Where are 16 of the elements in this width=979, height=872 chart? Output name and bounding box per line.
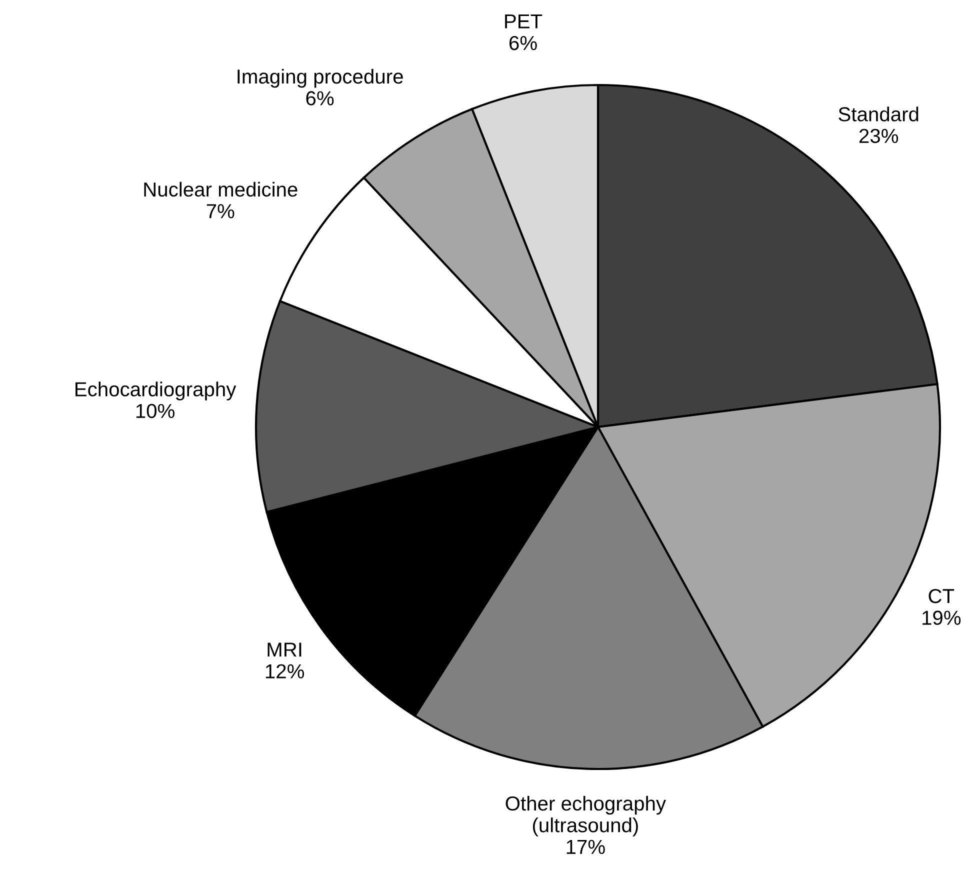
data-label: 10% — [136, 404, 174, 418]
slice-label: CT — [928, 588, 954, 604]
slice-label: MRI — [268, 642, 302, 657]
data-label: 7% — [206, 204, 234, 218]
slice-label: Nuclear medicine — [144, 182, 298, 197]
data-label: 6% — [306, 91, 334, 106]
data-label: 23% — [859, 128, 898, 144]
slice-label: Echocardiography — [76, 382, 236, 400]
data-label: 12% — [266, 664, 304, 678]
slice-label: Other echography (ultrasound) — [506, 796, 666, 836]
slice-label: PET — [505, 14, 542, 28]
slice-label: Imaging procedure — [238, 68, 403, 88]
slice-label: Standard — [838, 106, 918, 122]
data-label: 6% — [509, 36, 537, 50]
data-label: 19% — [922, 610, 961, 625]
data-label: 17% — [566, 840, 605, 854]
